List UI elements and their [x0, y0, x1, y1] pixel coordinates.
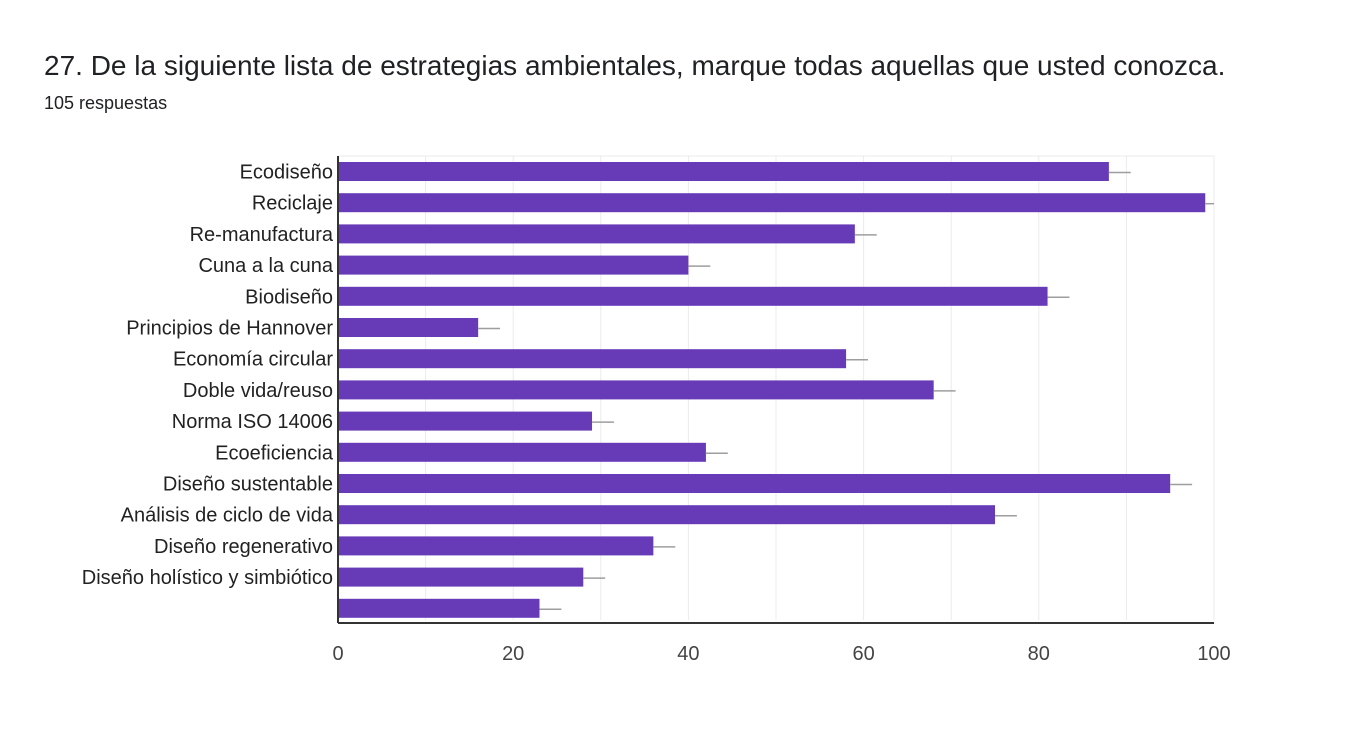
- x-tick-label: 40: [677, 643, 699, 665]
- category-label: Diseño sustentable: [163, 474, 333, 496]
- x-tick-label: 60: [852, 643, 874, 665]
- category-label: Análisis de ciclo de vida: [121, 505, 334, 527]
- x-tick-label: 80: [1028, 643, 1050, 665]
- bar: [338, 380, 934, 400]
- bar: [338, 255, 689, 275]
- category-label: Doble vida/reuso: [183, 380, 333, 402]
- question-title: 27. De la siguiente lista de estrategias…: [44, 50, 1226, 81]
- x-tick-label: 0: [332, 643, 343, 665]
- category-label: Norma ISO 14006: [172, 411, 333, 433]
- bar: [338, 598, 540, 618]
- category-label: Biodiseño: [245, 286, 333, 308]
- bar: [338, 193, 1206, 213]
- error-bars: [478, 171, 1214, 611]
- bar: [338, 536, 654, 556]
- bar: [338, 474, 1171, 493]
- bar: [338, 318, 479, 337]
- axes: [337, 156, 1214, 624]
- bar: [338, 349, 847, 369]
- bar: [338, 224, 855, 244]
- bar: [338, 442, 706, 462]
- bar: [338, 411, 593, 431]
- response-count: 105 respuestas: [44, 93, 168, 113]
- category-label: Re-manufactura: [190, 224, 334, 246]
- category-label: Diseño holístico y simbiótico: [82, 567, 333, 589]
- category-label: Reciclaje: [252, 193, 333, 215]
- bar: [338, 505, 995, 525]
- category-labels: Ecodiseño Reciclaje Re-manufactura Cuna a l…: [82, 162, 334, 590]
- category-label: Economía circular: [173, 349, 333, 371]
- bar: [338, 567, 584, 587]
- category-label: Diseño regenerativo: [154, 536, 333, 558]
- bars: [338, 162, 1206, 618]
- category-label: Ecodiseño: [240, 162, 333, 184]
- category-label: Principios de Hannover: [126, 318, 333, 340]
- category-label: Cuna a la cuna: [198, 255, 333, 277]
- category-label: Ecoeficiencia: [215, 442, 334, 464]
- bar: [338, 286, 1048, 306]
- bar: [338, 162, 1109, 181]
- x-tick-label: 20: [502, 643, 524, 665]
- tick-labels: 0 20 40 60 80 100: [332, 643, 1230, 665]
- x-tick-label: 100: [1197, 643, 1230, 665]
